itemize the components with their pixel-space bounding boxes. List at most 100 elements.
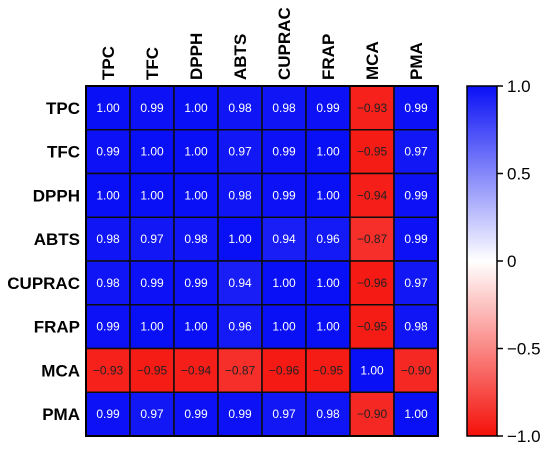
- cell-value-label: −0.87: [357, 232, 388, 246]
- cell-value-label: −0.95: [357, 145, 388, 159]
- cell-value-label: −0.93: [357, 101, 388, 115]
- cell-value-label: 1.00: [316, 320, 340, 334]
- heatmap-cell: [349, 172, 395, 218]
- heatmap-cell: [393, 391, 439, 437]
- cell-value-label: 1.00: [272, 320, 296, 334]
- row-label: MCA: [41, 361, 80, 380]
- heatmap-cells: 1.00 0.99 1.00 0.98 0.98 0.99 −0.93 0.99 0.99 1.0…: [85, 85, 439, 437]
- row-label: TFC: [47, 143, 80, 162]
- heatmap-cell: [393, 85, 439, 131]
- heatmap-cell: [217, 172, 263, 218]
- cell-value-label: −0.96: [357, 276, 388, 290]
- row-label: DPPH: [33, 186, 80, 205]
- cell-value-label: 1.00: [184, 320, 208, 334]
- cell-value-label: 0.99: [184, 276, 208, 290]
- column-label: TPC: [99, 46, 118, 80]
- heatmap-cell: [85, 347, 131, 393]
- cell-value-label: 0.98: [228, 101, 252, 115]
- cell-value-label: 1.00: [140, 188, 164, 202]
- heatmap-cell: [305, 85, 351, 131]
- cell-value-label: −0.95: [357, 320, 388, 334]
- column-label: DPPH: [187, 33, 206, 80]
- cell-value-label: 0.99: [272, 145, 296, 159]
- cell-value-label: 0.99: [184, 407, 208, 421]
- heatmap-cell: [349, 216, 395, 262]
- cell-value-label: −0.90: [401, 363, 432, 377]
- cell-value-label: 0.99: [140, 101, 164, 115]
- cell-value-label: 1.00: [228, 232, 252, 246]
- row-label: PMA: [42, 405, 80, 424]
- row-label: CUPRAC: [7, 274, 80, 293]
- cell-value-label: 1.00: [360, 363, 384, 377]
- row-labels: TPC TFC DPPH ABTS CUPRAC FRAP MCA PMA: [7, 99, 80, 424]
- heatmap-cell: [173, 172, 219, 218]
- column-label: TFC: [143, 47, 162, 80]
- heatmap-cell: [305, 347, 351, 393]
- heatmap-cell: [261, 304, 307, 350]
- row-label: ABTS: [34, 230, 80, 249]
- cell-value-label: 0.97: [404, 276, 428, 290]
- heatmap-cell: [393, 347, 439, 393]
- heatmap-cell: [129, 129, 175, 175]
- cell-value-label: 0.99: [404, 188, 428, 202]
- cell-value-label: 0.97: [404, 145, 428, 159]
- colorbar-tick-label: −1.0: [507, 427, 541, 446]
- colorbar-gradient: [466, 85, 498, 437]
- cell-value-label: 1.00: [316, 188, 340, 202]
- heatmap-cell: [393, 304, 439, 350]
- column-label: FRAP: [319, 34, 338, 80]
- heatmap-cell: [305, 304, 351, 350]
- heatmap-cell: [261, 391, 307, 437]
- cell-value-label: 1.00: [184, 188, 208, 202]
- heatmap-cell: [393, 129, 439, 175]
- cell-value-label: 0.97: [272, 407, 296, 421]
- cell-value-label: 1.00: [140, 145, 164, 159]
- column-label: MCA: [363, 41, 382, 80]
- heatmap-cell: [173, 216, 219, 262]
- column-label: CUPRAC: [275, 7, 294, 80]
- cell-value-label: 1.00: [184, 101, 208, 115]
- heatmap-cell: [217, 129, 263, 175]
- heatmap-cell: [261, 172, 307, 218]
- cell-value-label: 0.97: [228, 145, 252, 159]
- heatmap-cell: [173, 347, 219, 393]
- cell-value-label: −0.93: [93, 363, 124, 377]
- heatmap-border: [85, 85, 439, 437]
- cell-value-label: 0.94: [272, 232, 296, 246]
- colorbar-tick-label: 0.5: [507, 165, 531, 184]
- cell-value-label: 1.00: [316, 145, 340, 159]
- cell-value-label: 1.00: [404, 407, 428, 421]
- cell-value-label: −0.94: [357, 188, 388, 202]
- heatmap-cell: [129, 304, 175, 350]
- cell-value-label: 0.98: [184, 232, 208, 246]
- cell-value-label: −0.96: [269, 363, 300, 377]
- cell-value-label: 0.99: [404, 101, 428, 115]
- cell-value-label: 1.00: [272, 276, 296, 290]
- cell-value-label: 1.00: [316, 276, 340, 290]
- heatmap-cell: [261, 260, 307, 306]
- cell-value-label: 0.98: [96, 276, 120, 290]
- cell-value-label: 0.99: [96, 320, 120, 334]
- cell-value-label: 0.98: [404, 320, 428, 334]
- cell-value-label: 1.00: [96, 101, 120, 115]
- cell-value-label: 0.98: [96, 232, 120, 246]
- cell-value-label: 0.94: [228, 276, 252, 290]
- cell-value-label: 0.96: [228, 320, 252, 334]
- cell-value-label: 1.00: [140, 320, 164, 334]
- cell-value-label: −0.95: [313, 363, 344, 377]
- colorbar-tick-label: 0: [507, 252, 516, 271]
- cell-value-label: −0.94: [181, 363, 212, 377]
- cell-value-label: 0.98: [272, 101, 296, 115]
- cell-value-label: 0.96: [316, 232, 340, 246]
- heatmap-cell: [349, 347, 395, 393]
- cell-value-label: 0.98: [316, 407, 340, 421]
- heatmap-cell: [173, 391, 219, 437]
- colorbar: 1.0 0.5 0 −0.5 −1.0: [466, 77, 541, 446]
- cell-value-label: 0.99: [96, 407, 120, 421]
- column-labels: TPC TFC DPPH ABTS CUPRAC FRAP MCA PMA: [99, 7, 426, 80]
- cell-value-label: −0.90: [357, 407, 388, 421]
- column-label: ABTS: [231, 34, 250, 80]
- heatmap-cell: [217, 260, 263, 306]
- cell-value-label: 0.99: [404, 232, 428, 246]
